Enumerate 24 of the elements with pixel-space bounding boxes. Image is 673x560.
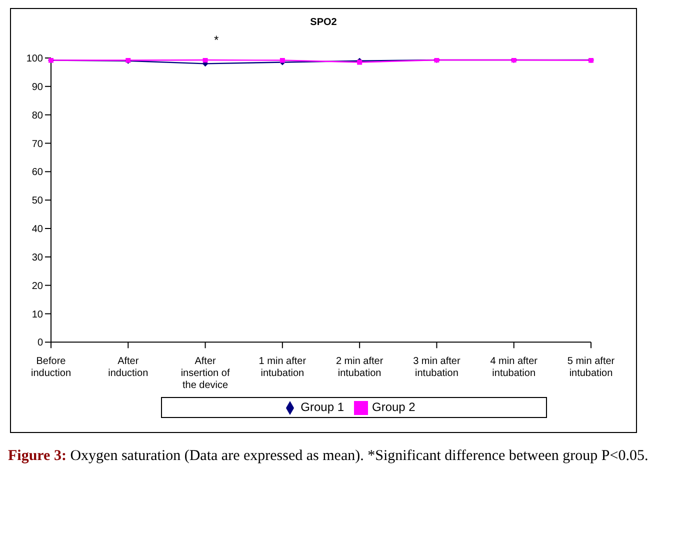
legend-label: Group 1 (300, 400, 344, 414)
y-tick-label: 50 (32, 196, 44, 207)
y-tick-label: 80 (32, 110, 44, 122)
y-tick-label: 10 (32, 309, 44, 320)
caption: Figure 3: Oxygen saturation (Data are expressed as mean). *Significant difference between group P<0.05. (8, 447, 650, 466)
x-tick-label: 5 min after intubation (567, 356, 616, 380)
x-tick-label: After induction (108, 356, 148, 380)
y-tick-label: 90 (32, 82, 44, 93)
x-tick-label: Before induction (30, 356, 72, 380)
x-tick-label: 2 min after intubation (336, 356, 384, 380)
x-tick-label: 3 min after intubation (413, 356, 461, 380)
x-tick-label: After insertion of the device (180, 356, 230, 392)
y-tick-label: 0 (37, 338, 44, 349)
chart-title: SPO2 (309, 17, 338, 28)
x-tick-label: 4 min after intubation (490, 356, 538, 380)
y-tick-label: 60 (32, 167, 44, 178)
y-tick-label: 70 (32, 138, 44, 150)
y-tick-label: 40 (32, 224, 44, 236)
y-tick-label: 20 (32, 280, 44, 292)
y-tick-label: 30 (32, 252, 44, 264)
legend-label: Group 2 (372, 400, 416, 414)
text: * (214, 33, 219, 47)
x-tick-label: 1 min after intubation (258, 356, 307, 380)
y-tick-label: 100 (26, 54, 44, 65)
